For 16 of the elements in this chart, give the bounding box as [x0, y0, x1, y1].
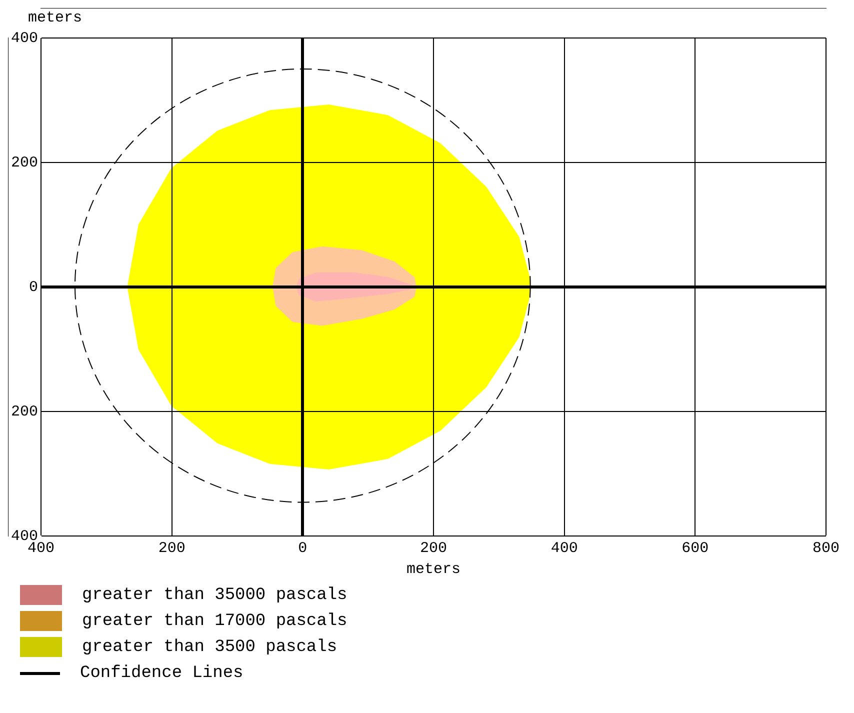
- legend-label: greater than 17000 pascals: [82, 612, 348, 630]
- x-tick-label: 800: [812, 540, 840, 557]
- x-tick-label: 200: [420, 540, 448, 557]
- text: Confidence Lines: [80, 664, 244, 682]
- x-tick-label: 0: [298, 540, 308, 557]
- x-tick-label: 600: [682, 540, 709, 557]
- y-tick-label: 0: [28, 278, 38, 296]
- y-tick-label: 200: [10, 403, 38, 420]
- x-tick-label: 400: [550, 540, 578, 557]
- y-tick-label: 200: [10, 154, 38, 172]
- legend-label: greater than 3500 pascals: [82, 638, 338, 656]
- legend-label: greater than 35000 pascals: [82, 586, 348, 604]
- y-tick-label: 400: [10, 30, 38, 47]
- x-axis-title: meters: [406, 560, 461, 578]
- y-axis-title: meters: [28, 9, 82, 26]
- x-tick-label: 200: [158, 540, 186, 557]
